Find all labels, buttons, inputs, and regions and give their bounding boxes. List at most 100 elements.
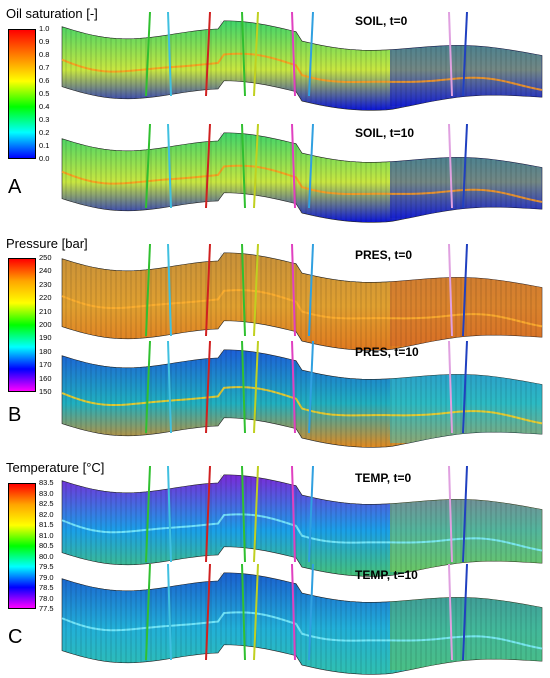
well-trajectory [291,11,296,97]
well-trajectory [308,465,314,563]
section-streak [61,386,543,425]
soil-tick-label: 0.0 [39,154,50,163]
well-trajectory [253,123,259,209]
cross-section-soil0 [61,11,543,111]
section-streak [61,52,543,91]
well-trajectory [308,340,314,434]
temp-tick-label: 83.5 [39,478,54,487]
section-body [61,132,543,223]
well-trajectory [462,340,468,434]
cross-section-pres10 [61,340,543,448]
section-body [61,20,543,111]
well-trajectory [145,563,151,661]
section-tail-shading [390,572,542,670]
section-label-soil-t10: SOIL, t=10 [355,126,415,140]
soil-tick-label: 0.7 [39,63,50,72]
well-trajectory [205,465,211,563]
soil-tick-label: 1.0 [39,24,50,33]
well-trajectory [241,563,246,661]
section-label-temp-t0: TEMP, t=0 [355,471,412,485]
well-trajectory [241,243,246,337]
well-trajectory [308,563,314,661]
temp-tick-label: 82.5 [39,499,54,508]
soil-tick-label: 0.9 [39,37,50,46]
temp-tick-label: 80.0 [39,551,54,561]
pres-legend-title: Pressure [bar] [6,236,88,251]
well-trajectory [145,123,151,209]
well-trajectory [253,465,259,563]
well-trajectory [291,123,296,209]
well-trajectory [291,563,296,661]
soil-tick-label: 0.4 [39,102,50,111]
section-body [61,572,543,675]
section-tail-shading [390,474,542,572]
well-trajectory [308,243,314,337]
section-label-pres-t10: PRES, t=10 [355,345,419,359]
pres-colorbar [8,258,36,392]
well-trajectory [448,123,453,209]
well-trajectory [145,465,151,563]
cross-section-temp0 [61,465,543,577]
well-trajectory [241,123,246,209]
temp-tick-label: 79.5 [39,562,54,571]
temp-tick-label: 77.5 [39,604,54,613]
section-tail-shading [390,20,542,106]
well-trajectory [462,11,468,97]
section-body [61,474,543,577]
pres-tick-label: 230 [39,279,52,289]
panel-label-a: A [8,176,22,198]
soil-colorbar [8,29,36,159]
well-trajectory [241,11,246,97]
well-trajectory [448,465,453,563]
well-trajectory [253,340,259,434]
pres-tick-label: 190 [39,333,52,343]
well-trajectory [253,11,259,97]
pres-tick-label: 220 [39,293,52,303]
panel-label-c: C [8,626,23,648]
well-trajectory [308,11,314,97]
well-trajectory [145,11,151,97]
well-trajectory [253,243,259,337]
temp-tick-label: 79.0 [39,572,54,582]
soil-tick-label: 0.3 [39,115,50,124]
section-streak [61,513,543,552]
temp-tick-label: 82.0 [39,509,54,519]
pres-tick-label: 240 [39,266,52,276]
pres-tick-label: 200 [39,320,52,329]
well-trajectory [253,563,259,661]
temp-tick-label: 78.5 [39,583,54,592]
soil-tick-label: 0.5 [39,89,50,98]
well-trajectory [462,563,468,661]
pres-tick-label: 210 [39,306,52,316]
temp-tick-label: 80.5 [39,541,54,550]
section-label-pres-t0: PRES, t=0 [355,248,413,262]
pres-tick-label: 250 [39,253,52,262]
well-trajectory [145,340,151,434]
soil-tick-label: 0.8 [39,50,50,59]
well-trajectory [291,243,296,337]
section-streak [61,289,543,328]
well-trajectory [167,243,172,337]
well-trajectory [167,340,172,434]
well-trajectory [205,563,211,661]
temp-tick-label: 81.0 [39,530,54,540]
section-tail-shading [390,349,542,443]
well-trajectory [167,465,172,563]
pres-tick-label: 170 [39,360,52,370]
well-trajectory [448,563,453,661]
temp-colorbar [8,483,36,609]
pres-tick-label: 160 [39,373,52,383]
well-trajectory [167,123,172,209]
section-body [61,349,543,448]
well-trajectory [448,340,453,434]
well-trajectory [448,11,453,97]
section-streak [61,164,543,203]
well-trajectory [145,243,151,337]
section-label-soil-t0: SOIL, t=0 [355,14,408,28]
section-label-temp-t10: TEMP, t=10 [355,568,418,582]
section-streak [61,611,543,650]
temp-tick-label: 83.0 [39,488,54,498]
well-trajectory [462,243,468,337]
well-trajectory [241,340,246,434]
